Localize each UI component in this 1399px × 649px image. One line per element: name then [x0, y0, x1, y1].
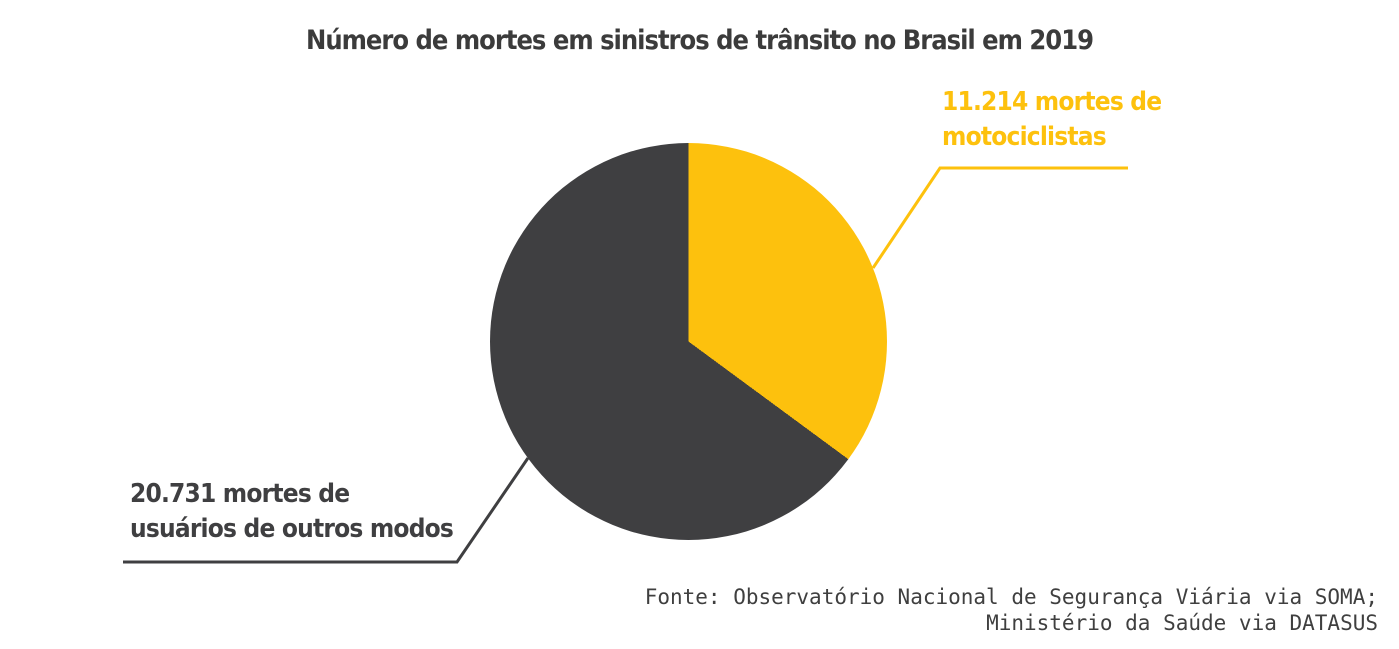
label-others-line1: 20.731 mortes de — [130, 479, 350, 509]
pie-chart — [490, 143, 887, 540]
label-motorcyclists-line1: 11.214 mortes de — [942, 87, 1162, 117]
label-motorcyclists-line2: motociclistas — [942, 122, 1107, 152]
label-motorcyclists: 11.214 mortes de motociclistas — [942, 85, 1162, 155]
callout-line-motorcyclists — [871, 166, 1128, 269]
label-others-line2: usuários de outros modos — [130, 514, 454, 544]
chart-title: Número de mortes em sinistros de trânsit… — [305, 25, 1094, 56]
label-others: 20.731 mortes de usuários de outros modo… — [130, 477, 454, 547]
source-line2: Ministério da Saúde via DATASUS — [986, 611, 1378, 635]
source-note: Fonte: Observatório Nacional de Seguranç… — [645, 584, 1378, 636]
source-line1: Fonte: Observatório Nacional de Seguranç… — [644, 585, 1378, 609]
